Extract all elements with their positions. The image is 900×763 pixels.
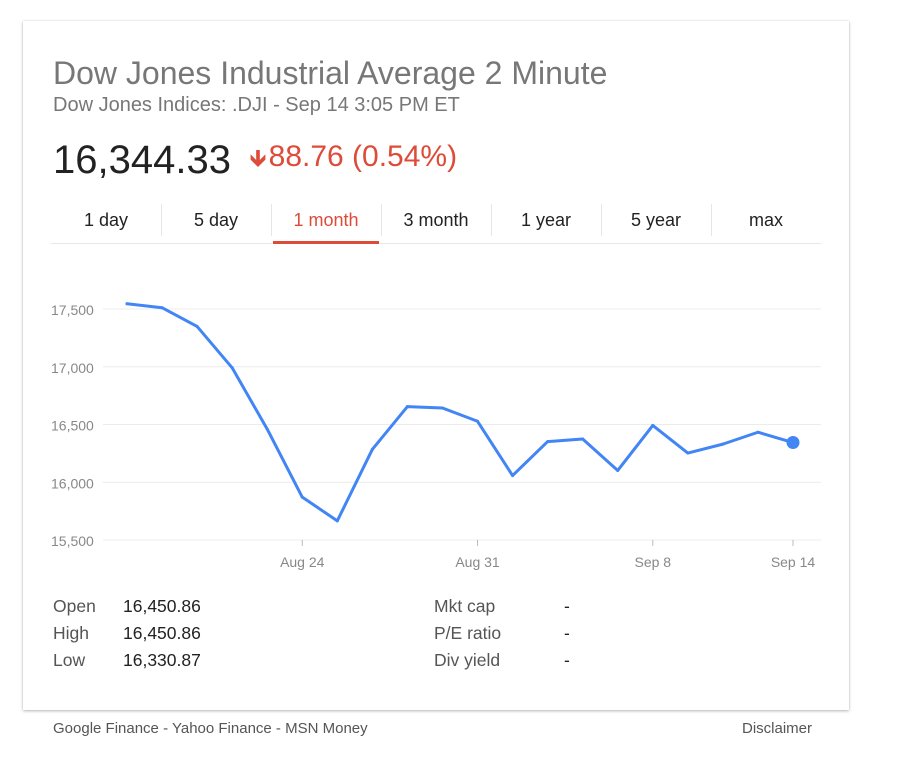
current-value-point bbox=[786, 436, 800, 450]
x-tick-label: Sep 14 bbox=[771, 554, 816, 570]
tab-5-day[interactable]: 5 day bbox=[161, 201, 271, 243]
range-tabs: 1 day 5 day 1 month 3 month 1 year 5 yea… bbox=[51, 201, 821, 244]
stat-value: - bbox=[564, 623, 570, 643]
price-change-value: 88.76 (0.54%) bbox=[268, 139, 458, 173]
data-point bbox=[756, 430, 760, 434]
tab-1-year[interactable]: 1 year bbox=[491, 201, 601, 243]
data-point bbox=[511, 474, 515, 478]
tab-1-month[interactable]: 1 month bbox=[271, 201, 381, 244]
stats-left: Open 16,450.86 High 16,450.86 Low 16,330.87 bbox=[53, 596, 201, 677]
data-point bbox=[300, 495, 304, 499]
data-point bbox=[195, 324, 199, 328]
data-point bbox=[721, 442, 725, 446]
data-point bbox=[686, 451, 690, 455]
price-row: 16,344.33 🡻88.76 (0.54%) bbox=[53, 138, 457, 183]
stat-high: High 16,450.86 bbox=[53, 623, 201, 650]
disclaimer-link[interactable]: Disclaimer bbox=[742, 720, 813, 737]
google-finance-link[interactable]: Google Finance bbox=[53, 720, 159, 737]
y-tick-label: 17,000 bbox=[51, 360, 94, 376]
x-tick-label: Sep 8 bbox=[634, 554, 671, 570]
stat-label: P/E ratio bbox=[434, 623, 502, 643]
quote-card: Dow Jones Industrial Average 2 Minute Do… bbox=[23, 21, 849, 710]
data-point bbox=[476, 419, 480, 423]
price-change: 🡻88.76 (0.54%) bbox=[249, 140, 457, 173]
x-tick-label: Aug 31 bbox=[455, 554, 500, 570]
index-title: Dow Jones Industrial Average 2 Minute bbox=[53, 55, 608, 91]
down-arrow-icon: 🡻 bbox=[249, 144, 267, 172]
y-tick-label: 15,500 bbox=[51, 533, 94, 549]
price-series-line bbox=[125, 302, 795, 523]
footer-separator: - bbox=[271, 720, 286, 737]
y-tick-label: 16,500 bbox=[51, 418, 94, 434]
data-point bbox=[546, 440, 550, 444]
data-point bbox=[440, 406, 444, 410]
stat-value: - bbox=[564, 650, 570, 670]
stat-div-yield: Div yield - bbox=[434, 650, 570, 677]
data-point bbox=[160, 306, 164, 310]
stats-right: Mkt cap - P/E ratio - Div yield - bbox=[434, 596, 570, 677]
x-tick-label: Aug 24 bbox=[280, 554, 325, 570]
stat-label: High bbox=[53, 623, 89, 643]
yahoo-finance-link[interactable]: Yahoo Finance bbox=[171, 720, 272, 737]
stat-label: Mkt cap bbox=[434, 596, 496, 616]
data-point bbox=[265, 427, 269, 431]
stat-mkt-cap: Mkt cap - bbox=[434, 596, 570, 623]
stat-open: Open 16,450.86 bbox=[53, 596, 201, 623]
stat-value: 16,450.86 bbox=[123, 596, 201, 616]
msn-money-link[interactable]: MSN Money bbox=[285, 720, 368, 737]
footer-source-links: Google Finance - Yahoo Finance - MSN Mon… bbox=[53, 720, 368, 737]
data-point bbox=[125, 302, 129, 306]
tab-max[interactable]: max bbox=[711, 201, 821, 243]
y-tick-label: 17,500 bbox=[51, 302, 94, 318]
stat-value: 16,330.87 bbox=[123, 650, 201, 670]
stat-pe-ratio: P/E ratio - bbox=[434, 623, 570, 650]
stat-label: Div yield bbox=[434, 650, 501, 670]
footer-separator: - bbox=[158, 720, 172, 737]
stat-value: 16,450.86 bbox=[123, 623, 201, 643]
tab-3-month[interactable]: 3 month bbox=[381, 201, 491, 243]
stat-label: Open bbox=[53, 596, 96, 616]
tab-5-year[interactable]: 5 year bbox=[601, 201, 711, 243]
data-point bbox=[370, 447, 374, 451]
data-point bbox=[651, 423, 655, 427]
stat-label: Low bbox=[53, 650, 86, 670]
data-point bbox=[405, 405, 409, 409]
y-tick-label: 16,000 bbox=[51, 475, 94, 491]
index-subtitle: Dow Jones Indices: .DJI - Sep 14 3:05 PM… bbox=[53, 94, 460, 116]
current-price: 16,344.33 bbox=[53, 138, 231, 182]
data-point bbox=[230, 366, 234, 370]
stat-value: - bbox=[564, 596, 570, 616]
data-point bbox=[616, 468, 620, 472]
data-point bbox=[335, 519, 339, 523]
data-point bbox=[581, 437, 585, 441]
tab-1-day[interactable]: 1 day bbox=[83, 210, 129, 230]
price-chart[interactable]: 15,500 16,000 16,500 17,000 17,500 Aug 24 Aug … bbox=[23, 21, 849, 581]
stat-low: Low 16,330.87 bbox=[53, 650, 201, 677]
